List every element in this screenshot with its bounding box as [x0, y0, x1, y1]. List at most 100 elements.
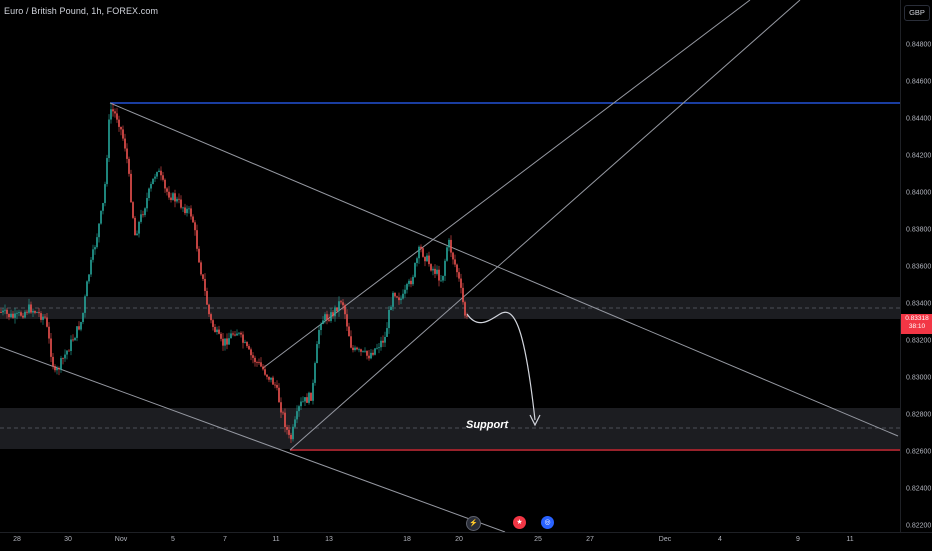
candle-body — [368, 355, 370, 359]
candle-body — [64, 354, 66, 359]
candle-body — [44, 316, 46, 318]
candle-body — [286, 427, 288, 430]
price-tick: 0.83000 — [906, 374, 932, 382]
candle-body — [330, 312, 332, 321]
candle-body — [396, 296, 398, 298]
chart-pane[interactable]: Euro / British Pound, 1h, FOREX.com Supp… — [0, 0, 900, 533]
candle-body — [300, 401, 302, 407]
news-flag-icon[interactable]: ★ — [513, 516, 526, 529]
candle-body — [234, 334, 236, 336]
candle-body — [40, 313, 42, 320]
candle-body — [76, 326, 78, 338]
currency-badge[interactable]: GBP — [904, 5, 930, 21]
candle-body — [116, 113, 118, 120]
candle-body — [290, 434, 292, 440]
candle-body — [426, 255, 428, 262]
time-axis[interactable]: 28 30 Nov 5 7 11 13 18 20 25 27 Dec 4 9 … — [0, 532, 932, 551]
support-zone — [0, 408, 900, 449]
candle-body — [384, 336, 386, 343]
candle-body — [282, 412, 284, 414]
candle-body — [310, 392, 312, 401]
price-tick: 0.82400 — [906, 485, 932, 493]
price-axis[interactable]: GBP 0.84800 0.84600 0.84400 0.84200 0.84… — [900, 0, 932, 532]
ascending-channel-lower[interactable] — [289, 0, 801, 451]
candle-body — [362, 350, 364, 352]
candle-body — [136, 233, 138, 236]
candle-body — [138, 221, 140, 234]
candle-body — [158, 170, 160, 173]
candle-body — [314, 363, 316, 383]
dividend-icon[interactable]: ◎ — [541, 516, 554, 529]
chart-canvas[interactable] — [0, 0, 900, 533]
candle-body — [184, 207, 186, 214]
candle-body — [128, 158, 130, 174]
candle-body — [276, 384, 278, 388]
candle-body — [152, 178, 154, 185]
candle-body — [146, 198, 148, 209]
candle-body — [100, 210, 102, 224]
chart-title[interactable]: Euro / British Pound, 1h, FOREX.com — [4, 6, 159, 16]
candle-body — [240, 332, 242, 335]
candle-body — [114, 111, 116, 114]
candle-body — [392, 292, 394, 307]
candle-body — [414, 262, 416, 277]
candle-body — [162, 175, 164, 180]
candle-body — [302, 401, 304, 403]
candle-body — [16, 312, 18, 314]
candle-body — [350, 336, 352, 348]
candle-body — [58, 368, 60, 370]
candle-body — [26, 311, 28, 313]
candle-body — [186, 208, 188, 214]
candle-body — [228, 338, 230, 345]
forecast-arrow-path[interactable] — [466, 311, 536, 421]
candle-body — [466, 315, 468, 317]
candle-body — [50, 338, 52, 357]
candle-body — [124, 138, 126, 149]
candle-body — [224, 338, 226, 346]
candle-body — [52, 356, 54, 367]
candle-body — [260, 362, 262, 367]
descending-trendline-upper[interactable] — [109, 102, 899, 437]
candle-body — [20, 312, 22, 316]
lightning-icon[interactable]: ⚡ — [466, 516, 481, 531]
candle-body — [450, 239, 452, 253]
time-tick: 4 — [718, 536, 722, 543]
time-tick: 9 — [796, 536, 800, 543]
candle-body — [382, 340, 384, 343]
candle-body — [118, 119, 120, 127]
candle-body — [292, 426, 294, 440]
price-tick: 0.84800 — [906, 41, 932, 49]
candle-body — [8, 313, 10, 318]
candle-body — [254, 357, 256, 363]
forecast-arrow-head — [529, 414, 541, 427]
candle-body — [354, 347, 356, 351]
candle-body — [316, 344, 318, 364]
candlestick-series — [0, 103, 468, 443]
support-annotation[interactable]: Support — [466, 419, 509, 431]
candle-body — [386, 328, 388, 337]
candle-body — [220, 333, 222, 339]
candle-body — [424, 256, 426, 262]
candle-body — [80, 322, 82, 330]
candle-body — [200, 262, 202, 275]
candle-body — [278, 387, 280, 403]
candle-body — [150, 184, 152, 189]
candle-body — [0, 312, 2, 313]
candle-body — [236, 333, 238, 336]
candle-body — [92, 249, 94, 260]
candle-body — [430, 264, 432, 271]
descending-trendline-lower[interactable] — [0, 346, 506, 533]
price-tick: 0.83800 — [906, 226, 932, 234]
price-tick: 0.83600 — [906, 263, 932, 271]
candle-body — [2, 310, 4, 313]
candle-body — [250, 349, 252, 356]
candle-body — [420, 246, 422, 249]
candle-body — [188, 208, 190, 210]
candle-body — [428, 255, 430, 265]
candle-body — [212, 320, 214, 327]
candle-body — [142, 214, 144, 216]
candle-body — [88, 274, 90, 282]
candle-body — [194, 222, 196, 231]
candle-body — [32, 311, 34, 313]
ascending-channel-upper[interactable] — [262, 0, 751, 369]
